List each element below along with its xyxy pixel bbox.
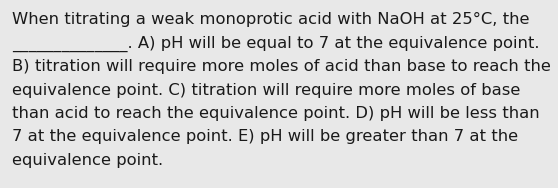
- Text: equivalence point. C) titration will require more moles of base: equivalence point. C) titration will req…: [12, 83, 521, 98]
- Text: equivalence point.: equivalence point.: [12, 153, 163, 168]
- Text: 7 at the equivalence point. E) pH will be greater than 7 at the: 7 at the equivalence point. E) pH will b…: [12, 130, 518, 145]
- Text: B) titration will require more moles of acid than base to reach the: B) titration will require more moles of …: [12, 59, 551, 74]
- Text: ______________. A) pH will be equal to 7 at the equivalence point.: ______________. A) pH will be equal to 7…: [12, 36, 540, 52]
- Text: When titrating a weak monoprotic acid with NaOH at 25°C, the: When titrating a weak monoprotic acid wi…: [12, 12, 530, 27]
- Text: than acid to reach the equivalence point. D) pH will be less than: than acid to reach the equivalence point…: [12, 106, 540, 121]
